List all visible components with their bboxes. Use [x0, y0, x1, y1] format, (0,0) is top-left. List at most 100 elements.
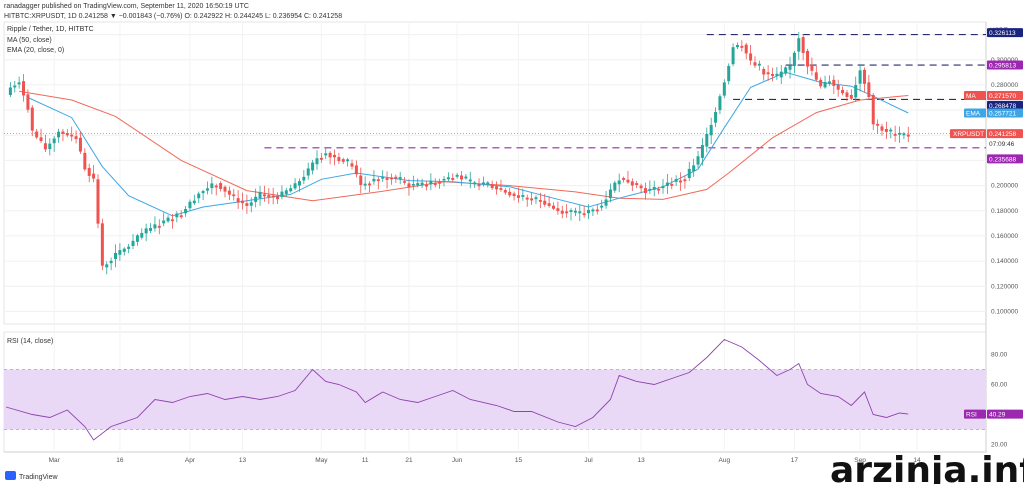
candle	[438, 181, 442, 184]
candle	[508, 191, 512, 196]
candle	[740, 45, 744, 48]
tag-support-bg	[987, 154, 1023, 164]
candle	[757, 63, 761, 66]
publish-info: ranadagger published on TradingView.com,…	[4, 3, 249, 10]
candle	[902, 133, 906, 136]
candle	[389, 177, 393, 180]
candle	[495, 186, 499, 190]
candle	[766, 72, 770, 75]
candle	[779, 71, 783, 78]
candle	[188, 201, 192, 209]
candle	[512, 193, 516, 197]
rsi-tick-label: 60.00	[991, 382, 1008, 389]
candle	[530, 198, 534, 201]
tag-ma-name: MA	[966, 93, 976, 100]
candle	[643, 188, 647, 193]
candle	[735, 44, 739, 48]
candle	[578, 211, 582, 214]
tag-last-price-bg	[987, 129, 1023, 139]
candle	[267, 195, 271, 197]
candle	[814, 72, 818, 80]
candle	[87, 167, 91, 176]
ma-line-group	[19, 90, 909, 202]
x-tick-label: Jul	[584, 457, 593, 464]
candle	[354, 165, 358, 175]
tag-level-2: 0.295813	[989, 63, 1016, 70]
rsi-legend: RSI (14, close)	[7, 338, 53, 345]
candle	[324, 153, 328, 156]
candle	[118, 250, 122, 255]
x-tick-label: May	[315, 457, 328, 464]
tag-countdown-bg	[987, 139, 1023, 149]
candle	[788, 65, 792, 70]
candle	[227, 190, 231, 195]
candle	[337, 157, 341, 162]
price-pane	[3, 21, 987, 325]
candle	[157, 225, 161, 228]
candle	[368, 183, 372, 186]
y-tick-label: 0.200000	[991, 183, 1018, 190]
candles	[8, 31, 910, 275]
candle	[801, 37, 805, 53]
candle	[411, 183, 415, 186]
candle	[232, 194, 236, 197]
candle	[78, 137, 82, 152]
candle	[245, 203, 249, 206]
candle	[775, 73, 779, 76]
candle	[122, 248, 126, 252]
candle	[214, 185, 218, 188]
x-tick-label: Aug	[719, 457, 731, 464]
candle	[319, 157, 323, 160]
candle	[753, 62, 757, 66]
tag-last-price: 0.241258	[989, 131, 1016, 138]
candle	[556, 208, 560, 211]
y-tick-label: 0.120000	[991, 283, 1018, 290]
watermark: arzinja.info	[830, 450, 1024, 484]
candle	[109, 260, 113, 264]
candle	[657, 188, 661, 191]
candle	[166, 217, 170, 222]
candle	[674, 179, 678, 182]
candle	[135, 235, 139, 242]
price-tags: 0.326113 0.295813 0.271570 MA 0.2684780.2577…	[950, 28, 1023, 419]
candle	[61, 131, 65, 134]
candle	[560, 210, 564, 214]
x-tick-label: Sep	[854, 457, 866, 464]
candle	[490, 184, 494, 189]
candle	[276, 196, 280, 200]
x-tick-label: 11	[362, 457, 369, 464]
candle	[210, 183, 214, 189]
candle	[284, 190, 288, 195]
candle	[341, 159, 345, 162]
candle	[806, 50, 810, 67]
candle	[293, 183, 297, 189]
candle	[565, 211, 569, 214]
time-axis: Mar 16 Apr 13 May 11 21 Jun 15 Jul 13 Aug 17 Sep 14	[49, 457, 921, 464]
candle	[771, 74, 774, 76]
candle	[486, 182, 490, 185]
candle	[385, 178, 389, 180]
x-tick-label: Mar	[49, 457, 61, 464]
tag-symbol: XRPUSDT	[953, 131, 984, 138]
candle	[127, 246, 131, 249]
candle	[784, 67, 788, 74]
candle	[424, 184, 428, 187]
x-tick-label: 13	[637, 457, 645, 464]
candle	[131, 240, 135, 246]
candle	[302, 176, 306, 181]
y-tick-label: 0.180000	[991, 208, 1018, 215]
tag-ema-name-bg	[964, 108, 986, 118]
tradingview-logo[interactable]: TradingView	[5, 471, 58, 481]
candle	[241, 200, 245, 204]
candle	[192, 200, 196, 204]
candle	[149, 227, 153, 231]
x-tick-label: 16	[116, 457, 124, 464]
candle	[297, 181, 301, 186]
candle	[376, 179, 380, 182]
tag-ma-name-bg	[964, 90, 986, 100]
candle	[455, 174, 459, 177]
horizontal-levels	[4, 34, 986, 149]
candle	[626, 179, 630, 183]
candle	[884, 128, 888, 132]
